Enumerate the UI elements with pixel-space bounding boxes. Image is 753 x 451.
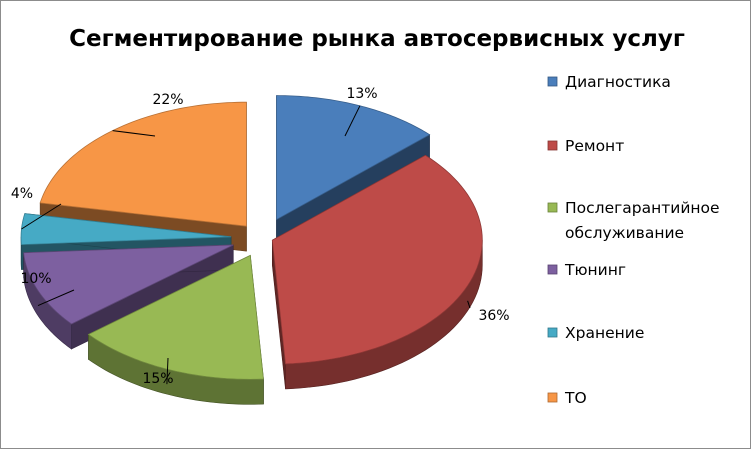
legend-item-6: ТО bbox=[547, 389, 587, 407]
leader-line-2 bbox=[467, 300, 471, 309]
legend-marker bbox=[547, 327, 558, 338]
legend-item-4: Тюнинг bbox=[547, 261, 626, 279]
legend: Диагностика Ремонт Послегарантийное обслужи… bbox=[547, 73, 720, 407]
slice-top bbox=[87, 254, 264, 380]
chart-title: Сегментирование рынка автосервисных услу… bbox=[69, 26, 685, 52]
legend-item-2: Ремонт bbox=[547, 137, 624, 155]
slice-top bbox=[23, 244, 234, 325]
slice-top bbox=[39, 101, 247, 227]
leader-line-3 bbox=[166, 357, 169, 385]
data-label-2: 36% bbox=[478, 308, 509, 324]
data-label-4: 10% bbox=[20, 271, 51, 287]
legend-label: обслуживание bbox=[565, 224, 684, 242]
leader-line-5 bbox=[21, 203, 62, 230]
legend-label: Ремонт bbox=[565, 137, 624, 155]
data-label-5: 4% bbox=[11, 186, 33, 202]
slice-top bbox=[276, 95, 431, 221]
data-label-3: 15% bbox=[142, 371, 173, 387]
legend-item-3: Послегарантийное обслуживание bbox=[547, 199, 720, 242]
legend-item-1: Диагностика bbox=[547, 73, 671, 91]
data-label-1: 13% bbox=[346, 86, 377, 102]
pie-slice-2 bbox=[271, 154, 483, 390]
legend-label: Диагностика bbox=[565, 73, 671, 91]
legend-marker bbox=[547, 264, 558, 275]
data-label-6: 22% bbox=[152, 92, 183, 108]
pie-slice-3 bbox=[87, 254, 264, 405]
slice-top bbox=[20, 213, 232, 246]
slice-top bbox=[271, 154, 483, 365]
leader-line-1 bbox=[344, 105, 361, 137]
legend-label: Хранение bbox=[565, 324, 644, 342]
legend-marker bbox=[547, 392, 558, 403]
legend-item-5: Хранение bbox=[547, 324, 644, 342]
leader-line-6 bbox=[112, 130, 156, 137]
legend-label: Тюнинг bbox=[564, 261, 626, 279]
legend-marker bbox=[547, 140, 558, 151]
legend-marker bbox=[547, 202, 558, 213]
pie-slices bbox=[20, 95, 483, 405]
leader-line-4 bbox=[37, 289, 75, 307]
legend-label: Послегарантийное bbox=[565, 199, 720, 217]
data-labels: 13% 36% 15% 10% 4% 22% bbox=[11, 86, 510, 387]
legend-marker bbox=[547, 76, 558, 87]
legend-label: ТО bbox=[564, 389, 587, 407]
